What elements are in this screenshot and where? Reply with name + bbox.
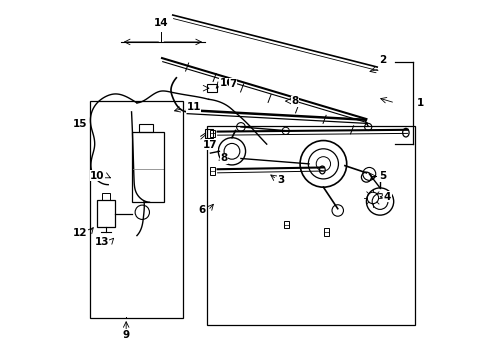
Text: 9: 9 <box>122 330 129 340</box>
Bar <box>209 167 214 175</box>
Text: 10: 10 <box>90 171 104 181</box>
Text: 2: 2 <box>378 55 386 65</box>
Bar <box>206 126 414 325</box>
Text: 1: 1 <box>416 98 423 108</box>
Text: 7: 7 <box>229 79 236 89</box>
Bar <box>204 129 212 138</box>
Bar <box>207 84 217 92</box>
Bar <box>102 193 109 200</box>
Text: 3: 3 <box>277 175 284 185</box>
Text: 14: 14 <box>154 18 168 28</box>
Bar <box>284 221 289 228</box>
Text: 12: 12 <box>73 228 87 238</box>
Text: 15: 15 <box>73 120 87 129</box>
Bar <box>131 132 163 202</box>
Text: 13: 13 <box>94 237 109 247</box>
Text: 17: 17 <box>203 140 218 150</box>
Bar <box>324 228 329 235</box>
Text: 5: 5 <box>379 171 386 181</box>
Bar <box>209 130 214 137</box>
Text: 11: 11 <box>186 102 201 112</box>
Bar <box>89 101 183 318</box>
Text: 8: 8 <box>220 153 227 163</box>
Text: 4: 4 <box>383 192 390 202</box>
Text: 8: 8 <box>290 96 298 106</box>
Text: 6: 6 <box>198 206 205 216</box>
Bar <box>139 124 153 132</box>
Bar <box>97 200 115 226</box>
Text: 16: 16 <box>219 78 233 88</box>
